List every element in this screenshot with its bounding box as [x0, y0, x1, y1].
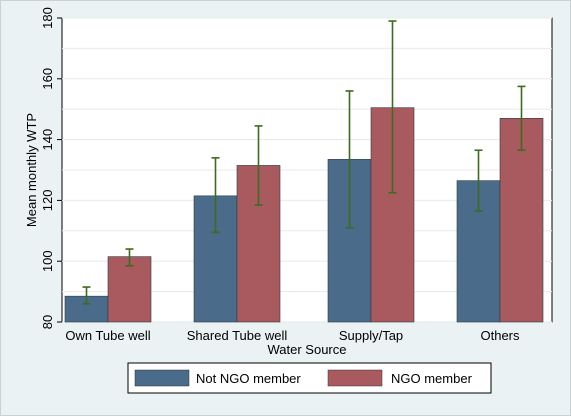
y-tick-label: 180	[40, 7, 55, 29]
error-bars	[82, 20, 526, 305]
legend-label-ngo-member: NGO member	[391, 371, 473, 386]
legend-swatch-ngo-member	[327, 369, 383, 387]
y-tick-label: 100	[40, 250, 55, 272]
x-axis-title: Water Source	[268, 342, 347, 357]
bar-ngo-member	[107, 256, 152, 323]
x-category-label: Own Tube well	[65, 328, 150, 343]
x-category-label: Shared Tube well	[187, 328, 288, 343]
y-tick-label: 80	[40, 315, 55, 329]
y-tick-label: 120	[40, 190, 55, 212]
y-axis-title: Mean monthly WTP	[24, 113, 39, 227]
x-category-label: Supply/Tap	[339, 328, 403, 343]
y-tick-label: 140	[40, 129, 55, 151]
y-tick-label: 160	[40, 68, 55, 90]
legend: Not NGO member NGO member	[127, 362, 492, 394]
legend-label-not-ngo-member: Not NGO member	[196, 371, 301, 386]
bar-ngo-member	[499, 118, 544, 323]
legend-swatch-not-ngo-member	[134, 369, 190, 387]
bars	[64, 107, 544, 323]
x-axis-ticks: Own Tube well Shared Tube well Supply/Tap O…	[65, 328, 520, 343]
y-axis-ticks: 80 100 120 140 160 180	[40, 7, 62, 329]
x-category-label: Others	[480, 328, 520, 343]
legend-box	[127, 362, 492, 394]
